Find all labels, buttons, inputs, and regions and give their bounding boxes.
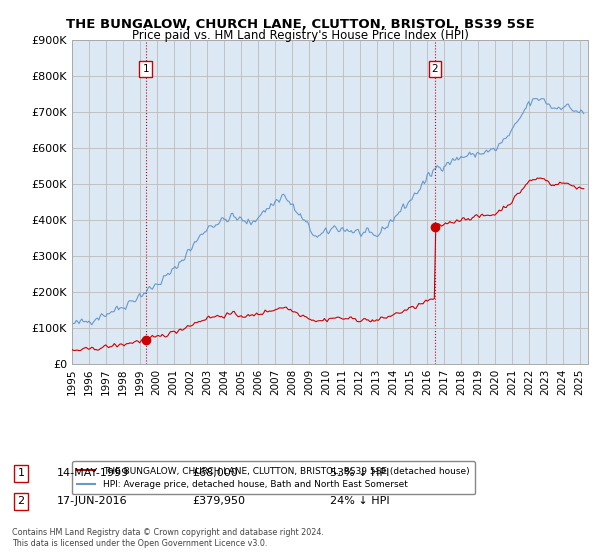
Text: £68,000: £68,000 xyxy=(192,468,238,478)
Text: 17-JUN-2016: 17-JUN-2016 xyxy=(57,496,128,506)
Text: Price paid vs. HM Land Registry's House Price Index (HPI): Price paid vs. HM Land Registry's House … xyxy=(131,29,469,42)
Text: 24% ↓ HPI: 24% ↓ HPI xyxy=(330,496,389,506)
Text: 1: 1 xyxy=(143,64,149,74)
Text: 53% ↓ HPI: 53% ↓ HPI xyxy=(330,468,389,478)
Text: 14-MAY-1999: 14-MAY-1999 xyxy=(57,468,129,478)
Text: 1: 1 xyxy=(17,468,25,478)
Text: 2: 2 xyxy=(432,64,439,74)
Text: THE BUNGALOW, CHURCH LANE, CLUTTON, BRISTOL, BS39 5SE: THE BUNGALOW, CHURCH LANE, CLUTTON, BRIS… xyxy=(65,18,535,31)
Text: £379,950: £379,950 xyxy=(192,496,245,506)
Text: 2: 2 xyxy=(17,496,25,506)
Legend: THE BUNGALOW, CHURCH LANE, CLUTTON, BRISTOL, BS39 5SE (detached house), HPI: Ave: THE BUNGALOW, CHURCH LANE, CLUTTON, BRIS… xyxy=(72,461,475,494)
Text: Contains HM Land Registry data © Crown copyright and database right 2024.
This d: Contains HM Land Registry data © Crown c… xyxy=(12,528,324,548)
